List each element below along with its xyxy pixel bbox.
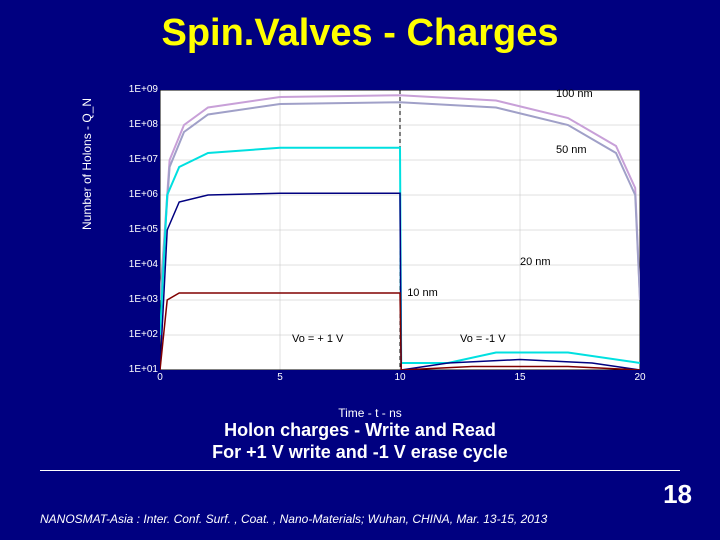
x-tick-label: 10 — [380, 372, 420, 383]
chart-annotation: 50 nm — [556, 144, 587, 156]
chart-annotation: 100 nm — [556, 88, 593, 100]
caption-line-1: Holon charges - Write and Read — [0, 420, 720, 441]
y-tick-label: 1E+09 — [110, 84, 158, 95]
chart-annotation: Vo = -1 V — [460, 333, 506, 345]
y-axis-label: Number of Holons - Q_N — [80, 98, 94, 230]
chart: Number of Holons - Q_N Time - t - ns 1E+… — [90, 80, 650, 390]
y-tick-label: 1E+06 — [110, 189, 158, 200]
page-number: 18 — [663, 479, 692, 510]
x-tick-label: 20 — [620, 372, 660, 383]
slide: { "title": "Spin.Valves - Charges", "cha… — [0, 0, 720, 540]
chart-annotation: Vo = + 1 V — [292, 333, 343, 345]
chart-annotation: 20 nm — [520, 256, 551, 268]
y-tick-label: 1E+05 — [110, 224, 158, 235]
y-tick-label: 1E+04 — [110, 259, 158, 270]
x-tick-label: 5 — [260, 372, 300, 383]
chart-annotation: 10 nm — [407, 287, 438, 299]
footer-text: NANOSMAT-Asia : Inter. Conf. Surf. , Coa… — [40, 512, 547, 526]
plot-svg — [160, 90, 640, 370]
divider — [40, 470, 680, 471]
y-tick-label: 1E+02 — [110, 329, 158, 340]
y-tick-label: 1E+07 — [110, 154, 158, 165]
slide-title: Spin.Valves - Charges — [0, 12, 720, 55]
caption-line-2: For +1 V write and -1 V erase cycle — [0, 442, 720, 463]
x-axis-label: Time - t - ns — [90, 406, 650, 420]
y-tick-label: 1E+03 — [110, 294, 158, 305]
x-tick-label: 0 — [140, 372, 180, 383]
x-tick-label: 15 — [500, 372, 540, 383]
y-tick-label: 1E+08 — [110, 119, 158, 130]
